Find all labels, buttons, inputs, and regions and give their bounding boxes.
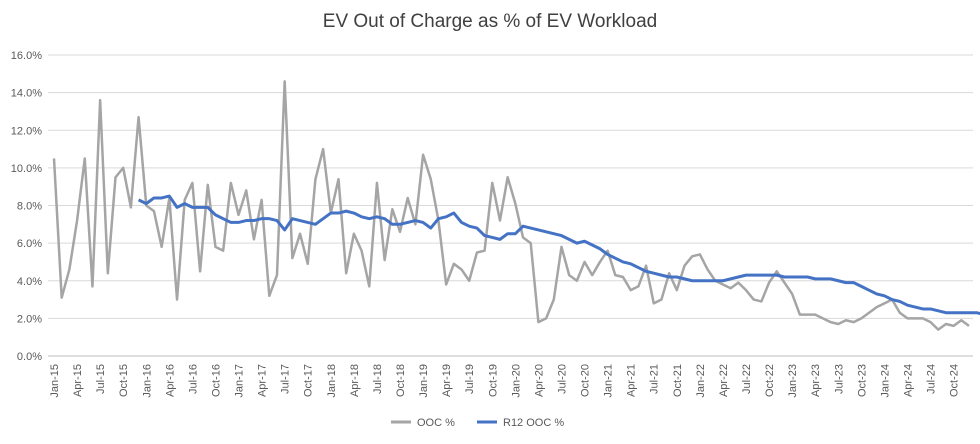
x-tick-label: Jul-20	[556, 364, 568, 394]
x-tick-label: Jul-16	[187, 364, 199, 394]
x-tick-label: Jan-21	[603, 364, 615, 398]
x-tick-label: Jul-18	[372, 364, 384, 394]
y-tick-label: 10.0%	[11, 163, 42, 175]
y-tick-label: 12.0%	[11, 125, 42, 137]
x-tick-label: Jan-19	[418, 364, 430, 398]
series-line-r12-ooc	[137, 194, 980, 316]
x-tick-label: Apr-20	[533, 364, 545, 397]
legend-label-r12-ooc: R12 OOC %	[503, 417, 564, 429]
x-tick-label: Apr-17	[257, 364, 269, 397]
x-tick-label: Apr-24	[902, 364, 914, 397]
x-tick-label: Apr-15	[72, 364, 84, 397]
x-tick-label: Jul-15	[95, 364, 107, 394]
y-tick-label: 6.0%	[17, 238, 42, 250]
x-tick-label: Jan-17	[234, 364, 246, 398]
x-tick-label: Jan-18	[326, 364, 338, 398]
x-tick-label: Oct-18	[395, 364, 407, 397]
x-tick-label: Jul-21	[649, 364, 661, 394]
x-tick-label: Jul-24	[926, 364, 938, 394]
legend-label-ooc: OOC %	[417, 417, 455, 429]
legend: OOC % R12 OOC %	[391, 417, 564, 429]
x-tick-label: Jul-23	[833, 364, 845, 394]
x-tick-label: Oct-24	[949, 364, 961, 397]
x-tick-label: Apr-18	[349, 364, 361, 397]
x-tick-label: Oct-22	[764, 364, 776, 397]
y-tick-label: 2.0%	[17, 313, 42, 325]
x-tick-label: Oct-21	[672, 364, 684, 397]
y-tick-label: 8.0%	[17, 201, 42, 213]
x-tick-label: Apr-22	[718, 364, 730, 397]
x-tick-label: Apr-21	[626, 364, 638, 397]
x-tick-label: Jan-22	[695, 364, 707, 398]
x-tick-label: Jul-22	[741, 364, 753, 394]
x-tick-label: Apr-23	[810, 364, 822, 397]
x-tick-label: Apr-19	[441, 364, 453, 397]
x-tick-label: Jan-23	[787, 364, 799, 398]
series-line-ooc	[52, 80, 970, 331]
y-axis-tick-labels: 0.0% 2.0% 4.0% 6.0% 8.0% 10.0% 12.0% 14.0% 16.0%	[11, 50, 42, 363]
x-axis-tick-labels: Jan-15 Apr-15 Jul-15 Oct-15 Jan-16 Apr-16 Jul-…	[49, 364, 961, 398]
chart-title: EV Out of Charge as % of EV Workload	[323, 11, 657, 32]
x-tick-label: Oct-20	[580, 364, 592, 397]
x-tick-label: Apr-16	[164, 364, 176, 397]
x-tick-label: Jan-24	[879, 364, 891, 398]
x-tick-label: Jan-20	[510, 364, 522, 398]
series-lines	[52, 80, 980, 331]
x-tick-label: Oct-23	[856, 364, 868, 397]
y-tick-label: 4.0%	[17, 276, 42, 288]
y-tick-label: 16.0%	[11, 50, 42, 62]
x-tick-label: Jul-19	[464, 364, 476, 394]
x-tick-label: Oct-16	[210, 364, 222, 397]
x-tick-label: Jul-17	[280, 364, 292, 394]
x-tick-label: Oct-19	[487, 364, 499, 397]
x-tick-label: Jan-16	[141, 364, 153, 398]
y-tick-label: 0.0%	[17, 351, 42, 363]
y-tick-label: 14.0%	[11, 88, 42, 100]
x-tick-label: Oct-17	[303, 364, 315, 397]
x-tick-label: Jan-15	[49, 364, 61, 398]
x-tick-label: Oct-15	[118, 364, 130, 397]
